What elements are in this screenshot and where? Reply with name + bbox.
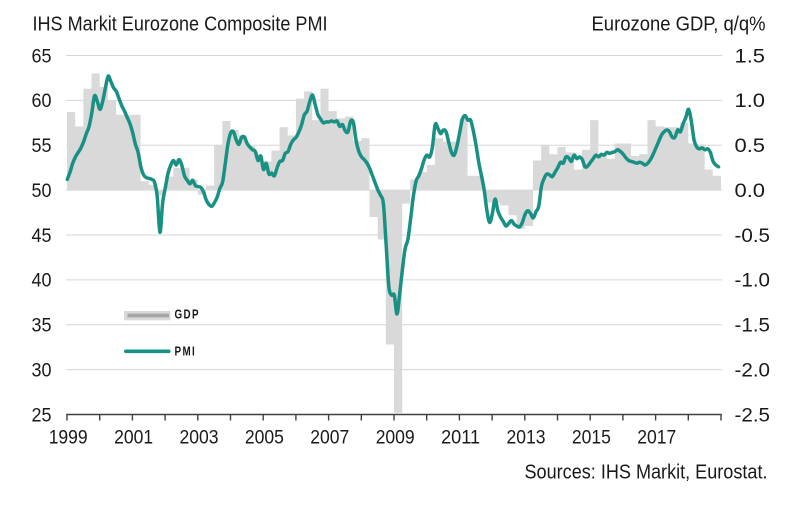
svg-text:30: 30: [32, 359, 52, 381]
svg-text:Eurozone GDP, q/q%: Eurozone GDP, q/q%: [592, 13, 766, 36]
svg-text:2005: 2005: [245, 427, 284, 449]
svg-text:-1.0: -1.0: [735, 270, 771, 292]
svg-text:PMI: PMI: [175, 345, 197, 358]
svg-text:2003: 2003: [180, 427, 219, 449]
svg-text:IHS Markit Eurozone Composite: IHS Markit Eurozone Composite PMI: [33, 13, 328, 36]
svg-text:2017: 2017: [637, 427, 676, 449]
svg-text:40: 40: [32, 270, 52, 292]
svg-text:2015: 2015: [572, 427, 611, 449]
svg-text:-1.5: -1.5: [735, 315, 771, 337]
svg-text:45: 45: [32, 225, 52, 247]
svg-text:2001: 2001: [114, 427, 153, 449]
svg-text:60: 60: [32, 90, 52, 112]
svg-text:-0.5: -0.5: [735, 225, 771, 247]
svg-text:2007: 2007: [310, 427, 349, 449]
svg-text:2009: 2009: [376, 427, 415, 449]
svg-text:0.5: 0.5: [735, 135, 766, 157]
svg-text:0.0: 0.0: [735, 180, 766, 202]
svg-text:-2.5: -2.5: [735, 404, 771, 426]
svg-text:1.5: 1.5: [735, 45, 766, 67]
svg-text:65: 65: [32, 45, 52, 67]
svg-text:25: 25: [32, 404, 52, 426]
svg-text:-2.0: -2.0: [735, 359, 771, 381]
svg-text:1999: 1999: [49, 427, 88, 449]
svg-text:55: 55: [32, 135, 52, 157]
svg-text:2011: 2011: [441, 427, 480, 449]
svg-text:GDP: GDP: [175, 309, 200, 322]
svg-text:Sources: IHS Markit, Eurostat.: Sources: IHS Markit, Eurostat.: [525, 462, 768, 484]
svg-text:35: 35: [32, 315, 52, 337]
svg-text:2013: 2013: [507, 427, 546, 449]
svg-text:50: 50: [32, 180, 52, 202]
svg-text:1.0: 1.0: [735, 90, 766, 112]
